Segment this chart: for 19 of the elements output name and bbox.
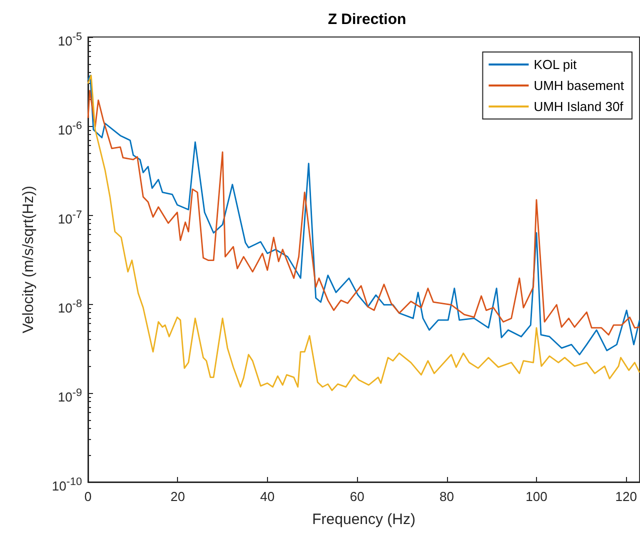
y-tick-label: 10$^{-6}$ xyxy=(58,119,82,140)
y-tick-label: 10$^{-9}$ xyxy=(58,386,82,406)
x-tick-label: 80 xyxy=(440,489,454,504)
x-tick-label: 0 xyxy=(84,489,92,504)
legend-label: UMH Island 30f xyxy=(534,99,624,114)
y-axis-title: Velocity (m/s/sqrt(Hz)) xyxy=(20,186,37,334)
x-tick-label: 40 xyxy=(260,489,275,504)
y-tick-label: 10$^{-5}$ xyxy=(58,30,82,50)
legend-label: UMH basement xyxy=(534,78,624,93)
chart-title: Z Direction xyxy=(328,11,406,28)
x-tick-label: 20 xyxy=(170,489,185,504)
y-tick-label: 10$^{-8}$ xyxy=(58,297,82,318)
x-tick-label: 120 xyxy=(615,489,638,504)
legend-label: KOL pit xyxy=(534,57,577,72)
x-axis-title: Frequency (Hz) xyxy=(312,511,416,528)
x-tick-label: 60 xyxy=(350,489,364,504)
y-tick-label: 10$^{-7}$ xyxy=(58,208,82,228)
y-tick-label: 10$^{-10}$ xyxy=(52,475,82,496)
x-tick-label: 100 xyxy=(526,489,548,504)
